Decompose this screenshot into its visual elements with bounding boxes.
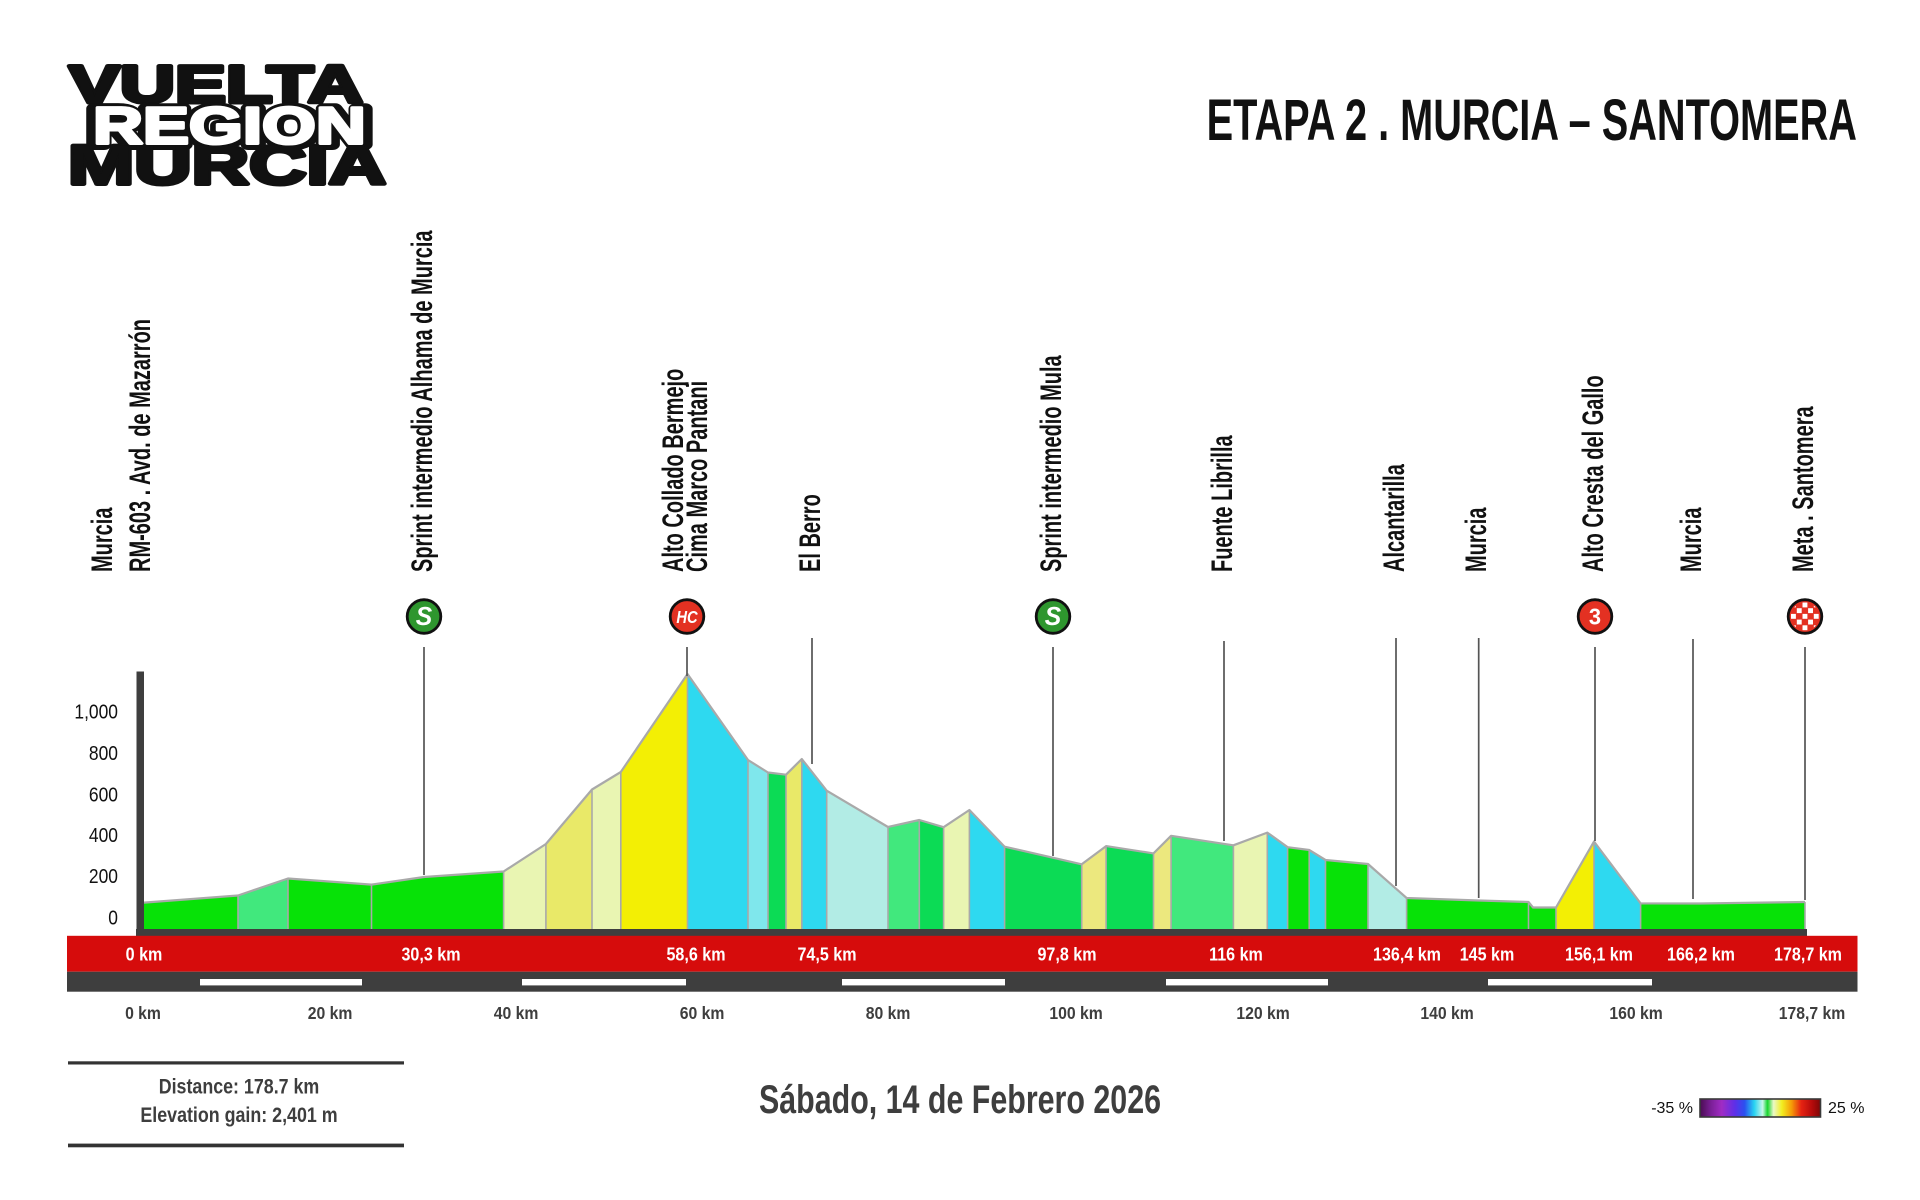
svg-text:Sprint intermedio Alhama de Mu: Sprint intermedio Alhama de Murcia [406, 230, 439, 572]
svg-text:116 km: 116 km [1209, 943, 1263, 964]
svg-text:800: 800 [89, 743, 118, 766]
svg-text:VUELTA: VUELTA [69, 55, 363, 114]
svg-text:REGION: REGION [89, 99, 370, 157]
svg-text:60 km: 60 km [680, 1003, 725, 1023]
svg-text:30,3 km: 30,3 km [401, 943, 460, 964]
svg-text:REGION: REGION [93, 97, 366, 155]
svg-text:Meta . Santomera: Meta . Santomera [1787, 406, 1820, 572]
svg-text:ETAPA 2 . MURCIA – SANTOMERA: ETAPA 2 . MURCIA – SANTOMERA [1207, 87, 1857, 152]
svg-text:74,5 km: 74,5 km [797, 943, 856, 964]
svg-text:0 km: 0 km [125, 1003, 161, 1023]
svg-text:3: 3 [1589, 604, 1601, 630]
svg-text:Cima Marco Pantani: Cima Marco Pantani [681, 381, 714, 572]
svg-text:145 km: 145 km [1460, 943, 1515, 964]
svg-text:140 km: 140 km [1420, 1003, 1473, 1023]
svg-text:Elevation gain: 2,401 m: Elevation gain: 2,401 m [140, 1104, 337, 1128]
svg-text:MURCIA: MURCIA [68, 134, 386, 197]
svg-text:58,6 km: 58,6 km [666, 943, 725, 964]
svg-text:El Berro: El Berro [794, 494, 827, 572]
svg-text:-35 %: -35 % [1651, 1100, 1693, 1117]
svg-text:166,2 km: 166,2 km [1667, 943, 1735, 964]
svg-text:Murcia: Murcia [1460, 507, 1493, 572]
svg-text:160 km: 160 km [1609, 1003, 1662, 1023]
svg-text:156,1 km: 156,1 km [1565, 943, 1633, 964]
svg-text:S: S [416, 602, 433, 631]
svg-text:178,7 km: 178,7 km [1774, 943, 1842, 964]
svg-text:Alto Cresta del Gallo: Alto Cresta del Gallo [1577, 375, 1610, 572]
svg-text:600: 600 [89, 784, 118, 807]
svg-text:Alto Collado Bermejo: Alto Collado Bermejo [657, 369, 690, 572]
svg-text:97,8 km: 97,8 km [1037, 943, 1096, 964]
svg-text:Murcia: Murcia [86, 507, 119, 572]
svg-text:120 km: 120 km [1236, 1003, 1289, 1023]
svg-text:400: 400 [89, 825, 118, 848]
svg-text:Alcantarilla: Alcantarilla [1378, 464, 1411, 572]
svg-text:80 km: 80 km [866, 1003, 911, 1023]
svg-text:RM-603 . Avd. de Mazarrón: RM-603 . Avd. de Mazarrón [124, 319, 157, 572]
svg-text:25 %: 25 % [1828, 1100, 1864, 1117]
svg-text:100 km: 100 km [1049, 1003, 1102, 1023]
svg-text:136,4 km: 136,4 km [1373, 943, 1441, 964]
svg-text:200: 200 [89, 866, 118, 889]
svg-text:Sábado, 14 de Febrero 2026: Sábado, 14 de Febrero 2026 [759, 1077, 1161, 1122]
svg-text:Distance: 178.7 km: Distance: 178.7 km [159, 1075, 320, 1099]
svg-text:0 km: 0 km [126, 943, 163, 964]
svg-text:1,000: 1,000 [74, 701, 118, 724]
svg-text:Murcia: Murcia [1675, 507, 1708, 572]
svg-text:Sprint intermedio Mula: Sprint intermedio Mula [1035, 355, 1068, 572]
svg-text:178,7 km: 178,7 km [1779, 1003, 1845, 1023]
svg-text:HC: HC [676, 608, 698, 628]
svg-text:20 km: 20 km [308, 1003, 353, 1023]
svg-text:Fuente Librilla: Fuente Librilla [1206, 435, 1239, 572]
svg-text:0: 0 [108, 907, 118, 930]
svg-text:S: S [1045, 602, 1062, 631]
svg-text:40 km: 40 km [494, 1003, 539, 1023]
